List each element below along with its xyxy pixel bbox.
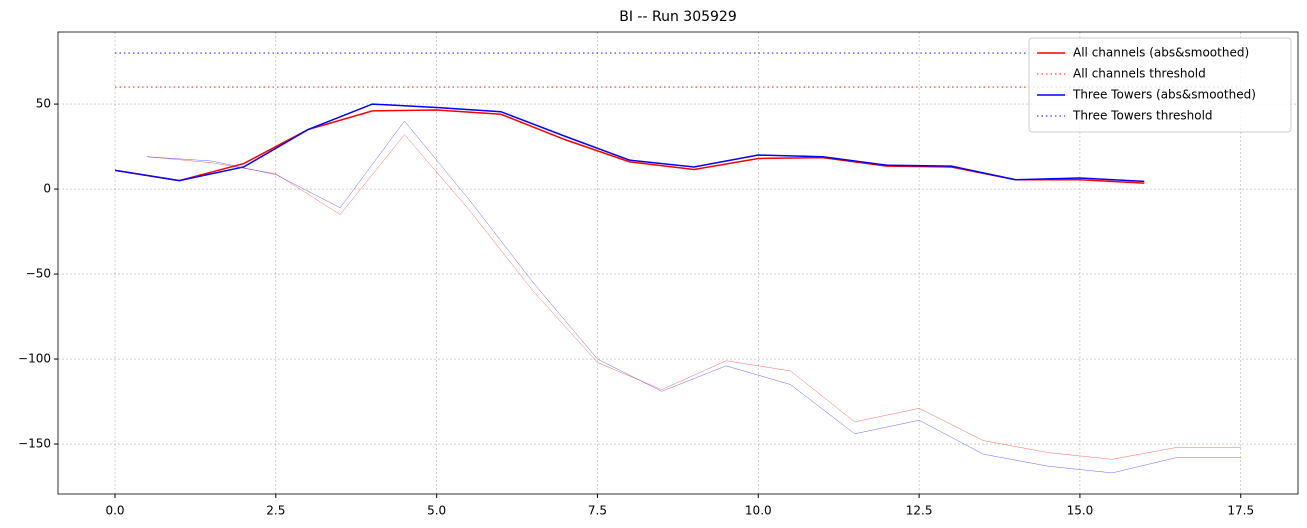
legend-label: Three Towers threshold bbox=[1072, 109, 1213, 123]
x-tick-label: 5.0 bbox=[427, 504, 446, 518]
x-tick-label: 7.5 bbox=[588, 504, 607, 518]
legend-label: All channels (abs&smoothed) bbox=[1073, 46, 1249, 60]
series-line bbox=[147, 134, 1241, 460]
series-line bbox=[114, 109, 1145, 184]
x-tick-label: 0.0 bbox=[105, 504, 124, 518]
x-tick-label: 15.0 bbox=[1067, 504, 1094, 518]
y-tick-label: −150 bbox=[18, 437, 51, 451]
plot-frame bbox=[57, 31, 1299, 495]
y-tick-label: −50 bbox=[26, 267, 51, 281]
legend-label: All channels threshold bbox=[1073, 67, 1206, 81]
x-tick-label: 17.5 bbox=[1227, 504, 1254, 518]
y-tick-label: 0 bbox=[43, 182, 51, 196]
x-tick-label: 12.5 bbox=[906, 504, 933, 518]
y-tick-label: 50 bbox=[36, 97, 51, 111]
series-line bbox=[114, 103, 1145, 183]
x-tick-label: 10.0 bbox=[745, 504, 772, 518]
chart-title: BI -- Run 305929 bbox=[619, 9, 736, 25]
x-tick-label: 2.5 bbox=[266, 504, 285, 518]
legend-box bbox=[1028, 37, 1292, 133]
y-tick-label: −100 bbox=[18, 352, 51, 366]
legend-label: Three Towers (abs&smoothed) bbox=[1072, 88, 1256, 102]
series-line bbox=[147, 120, 1241, 474]
legend: All channels (abs&smoothed) All channels … bbox=[1028, 37, 1292, 133]
